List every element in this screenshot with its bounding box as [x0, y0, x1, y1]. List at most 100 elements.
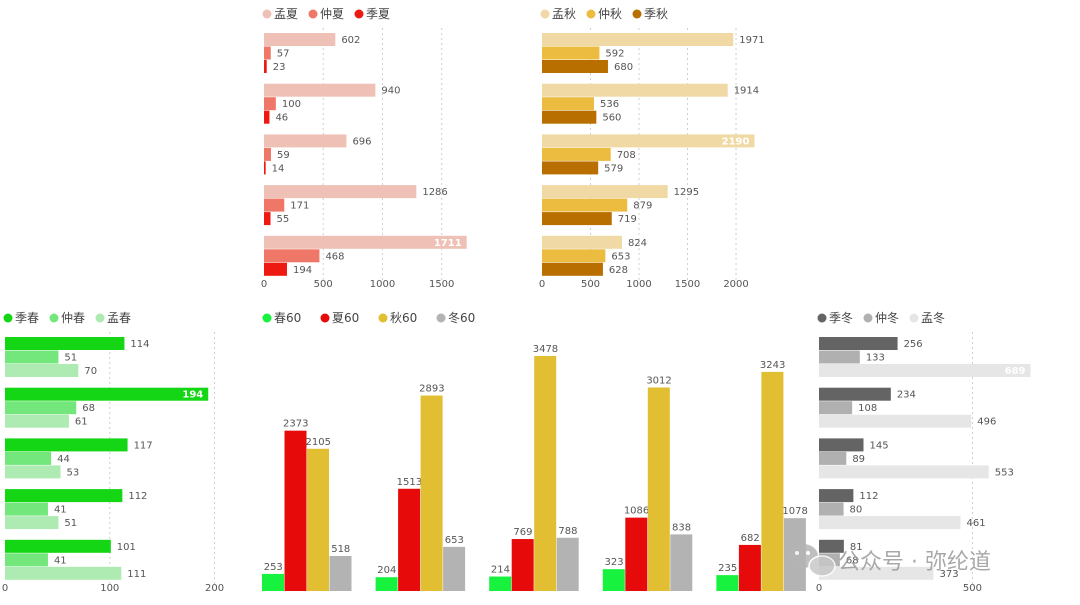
bar[interactable]	[819, 364, 1031, 377]
bar[interactable]	[5, 364, 79, 377]
bar[interactable]	[819, 387, 891, 401]
bar[interactable]	[819, 465, 989, 479]
bar[interactable]	[670, 534, 693, 591]
legend-item[interactable]: 孟秋	[540, 7, 577, 21]
bar[interactable]	[542, 83, 728, 97]
legend-item[interactable]: 季冬	[817, 310, 854, 325]
x-tick-label: 0	[261, 279, 267, 290]
bar[interactable]	[264, 185, 417, 199]
bar[interactable]	[647, 387, 670, 591]
legend-item[interactable]: 仲夏	[308, 7, 345, 21]
bar[interactable]	[511, 539, 534, 591]
bar[interactable]	[284, 430, 307, 591]
bar[interactable]	[5, 350, 59, 364]
legend-item[interactable]: 仲秋	[586, 7, 623, 21]
bar[interactable]	[819, 489, 854, 503]
legend-item[interactable]: 冬60	[436, 310, 476, 325]
bar[interactable]	[819, 401, 853, 415]
data-label: 89	[852, 454, 865, 465]
legend-item[interactable]: 季春	[3, 311, 40, 325]
bar[interactable]	[716, 575, 739, 591]
bar[interactable]	[542, 46, 600, 60]
bar[interactable]	[443, 546, 466, 591]
bar[interactable]	[398, 488, 421, 591]
bar[interactable]	[5, 566, 122, 580]
bar[interactable]	[5, 387, 209, 401]
bar[interactable]	[264, 110, 270, 124]
data-label: 653	[611, 251, 630, 262]
legend-item[interactable]: 孟春	[95, 311, 132, 325]
bar[interactable]	[819, 566, 934, 580]
bar[interactable]	[738, 544, 761, 591]
bar[interactable]	[819, 337, 898, 350]
bar[interactable]	[542, 262, 603, 276]
bar[interactable]	[625, 517, 648, 591]
bar[interactable]	[264, 46, 271, 60]
bar[interactable]	[534, 356, 557, 591]
legend-item[interactable]: 孟夏	[262, 7, 299, 21]
bar[interactable]	[5, 516, 59, 530]
bar[interactable]	[264, 235, 467, 249]
bar[interactable]	[264, 147, 271, 161]
bar[interactable]	[5, 489, 123, 503]
bar[interactable]	[375, 577, 398, 591]
bar[interactable]	[819, 451, 847, 465]
bar[interactable]	[307, 448, 329, 591]
bar[interactable]	[819, 414, 972, 428]
bar[interactable]	[542, 249, 606, 263]
bar[interactable]	[264, 33, 336, 46]
legend-item[interactable]: 季夏	[354, 7, 391, 21]
data-label: 117	[134, 440, 153, 451]
bar[interactable]	[542, 185, 668, 199]
bar[interactable]	[264, 198, 285, 212]
data-label: 1086	[624, 506, 649, 517]
legend-item[interactable]: 春60	[262, 311, 302, 325]
bar[interactable]	[542, 134, 755, 148]
bar[interactable]	[262, 573, 284, 591]
bar[interactable]	[556, 537, 579, 591]
bar[interactable]	[761, 371, 784, 591]
bar[interactable]	[5, 451, 52, 465]
bar[interactable]	[542, 147, 611, 161]
bar[interactable]	[329, 556, 352, 591]
bar[interactable]	[264, 262, 287, 276]
bar[interactable]	[542, 33, 734, 46]
bar[interactable]	[542, 198, 628, 212]
bar[interactable]	[542, 212, 612, 226]
bar[interactable]	[542, 97, 595, 111]
legend-item[interactable]: 仲春	[49, 311, 86, 325]
bar[interactable]	[819, 516, 961, 530]
bar[interactable]	[264, 83, 376, 97]
bar[interactable]	[489, 576, 512, 591]
legend-item[interactable]: 仲冬	[863, 310, 900, 325]
bar[interactable]	[5, 465, 61, 479]
bar[interactable]	[264, 97, 276, 111]
bar[interactable]	[264, 60, 267, 73]
bar[interactable]	[264, 249, 320, 263]
bar[interactable]	[542, 110, 597, 124]
legend-item[interactable]: 季秋	[632, 7, 669, 21]
bar[interactable]	[264, 212, 271, 226]
bar[interactable]	[5, 401, 77, 415]
bar[interactable]	[542, 161, 599, 175]
bar[interactable]	[5, 337, 125, 350]
bar[interactable]	[5, 539, 111, 553]
bar[interactable]	[542, 235, 622, 249]
bar[interactable]	[420, 395, 443, 591]
bar[interactable]	[602, 569, 625, 591]
bar[interactable]	[819, 502, 844, 516]
bar[interactable]	[5, 438, 128, 452]
bar[interactable]	[819, 438, 864, 452]
data-label: 468	[325, 251, 344, 262]
bar[interactable]	[5, 502, 48, 516]
legend-item[interactable]: 秋60	[378, 311, 418, 325]
bar[interactable]	[5, 553, 48, 567]
bar[interactable]	[819, 350, 860, 364]
bar[interactable]	[542, 60, 608, 73]
bar[interactable]	[264, 161, 266, 175]
bar[interactable]	[264, 134, 347, 148]
bar[interactable]	[819, 539, 844, 553]
bar[interactable]	[5, 414, 69, 428]
legend-item[interactable]: 孟冬	[909, 310, 946, 325]
legend-item[interactable]: 夏60	[320, 311, 360, 325]
